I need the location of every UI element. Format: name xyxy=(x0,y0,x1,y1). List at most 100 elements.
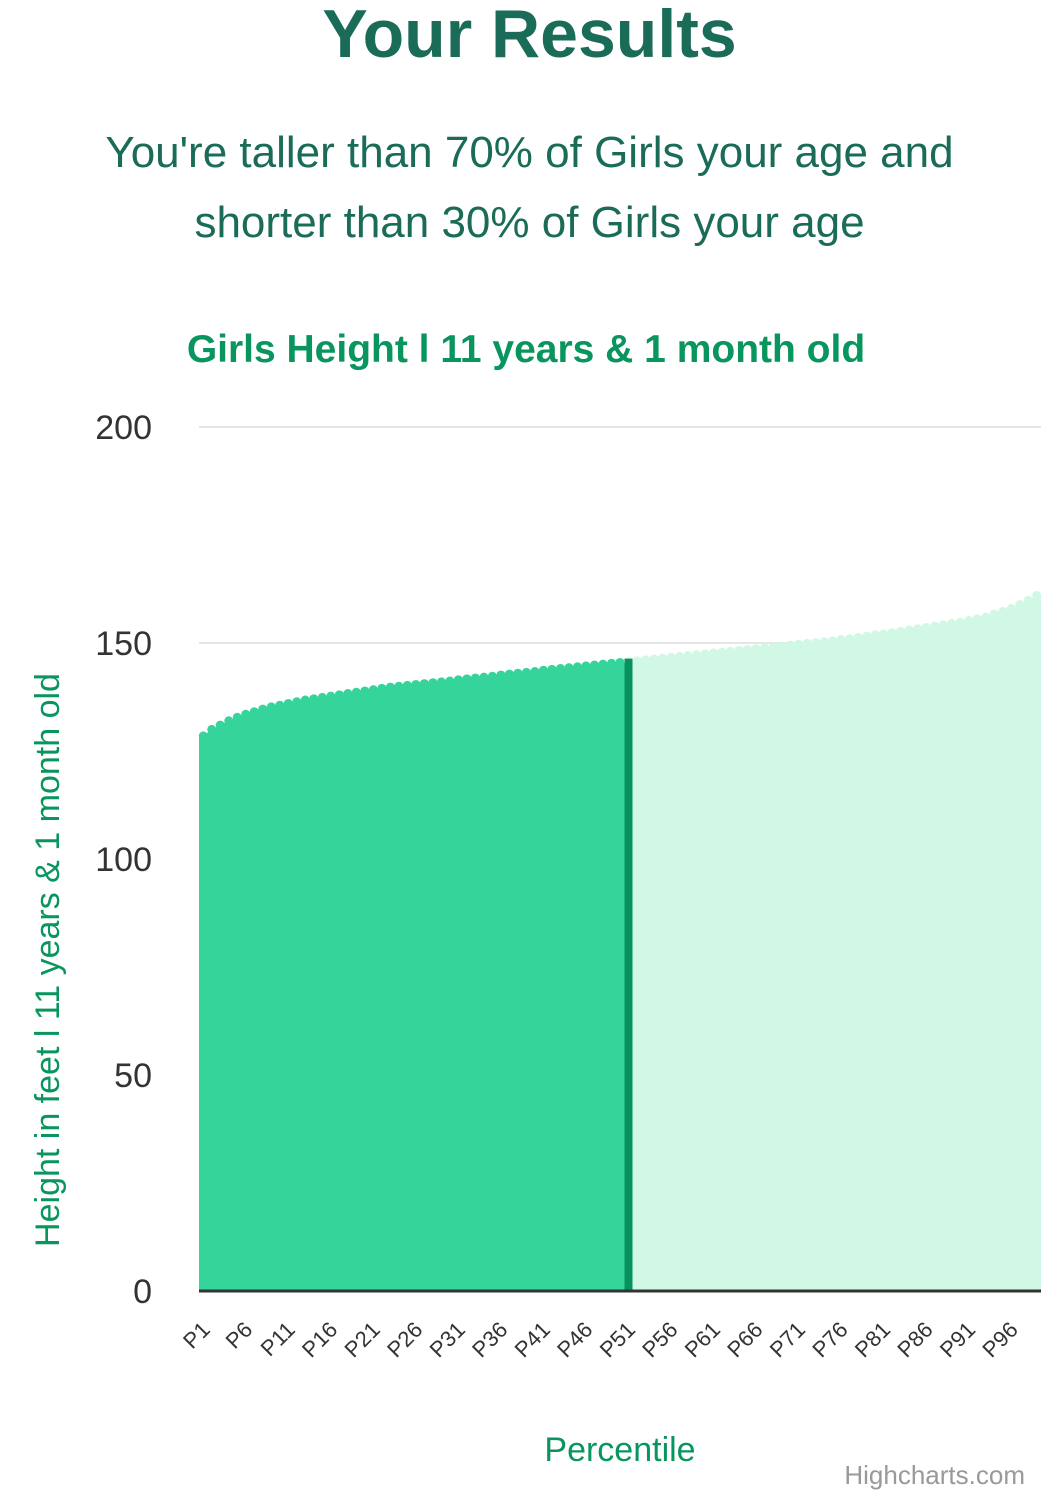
data-point xyxy=(470,673,480,683)
x-tick-label: P51 xyxy=(595,1317,640,1362)
data-point xyxy=(487,671,497,681)
data-point xyxy=(777,641,787,651)
data-point xyxy=(275,700,285,710)
data-point xyxy=(913,624,923,634)
data-point xyxy=(232,712,242,722)
y-axis-label: Height in feet l 11 years & 1 month old xyxy=(29,673,67,1247)
data-point xyxy=(258,704,268,714)
height-percentile-chart: Girls Height l 11 years & 1 month old 0 5… xyxy=(29,328,1042,1490)
x-tick-label: P61 xyxy=(680,1317,725,1362)
data-point xyxy=(411,679,421,689)
plot-area xyxy=(198,590,1042,1293)
data-point xyxy=(904,625,914,635)
x-tick-label: P86 xyxy=(892,1317,937,1362)
data-point xyxy=(598,659,608,669)
data-point xyxy=(538,665,548,675)
data-point xyxy=(479,672,489,682)
data-point xyxy=(496,670,506,680)
data-point xyxy=(360,686,370,696)
data-point xyxy=(675,651,685,661)
data-point xyxy=(717,647,727,657)
x-tick-label: P6 xyxy=(221,1317,258,1354)
data-point xyxy=(547,664,557,674)
x-tick-label: P56 xyxy=(637,1317,682,1362)
data-point xyxy=(368,685,378,695)
data-point xyxy=(955,617,965,627)
data-point xyxy=(734,645,744,655)
data-point xyxy=(887,628,897,638)
data-point xyxy=(760,643,770,653)
data-point xyxy=(564,663,574,673)
data-point xyxy=(513,668,523,678)
data-point xyxy=(692,650,702,660)
data-point xyxy=(215,720,225,730)
y-tick-label: 200 xyxy=(95,409,152,447)
y-tick-label: 0 xyxy=(133,1273,152,1311)
data-point xyxy=(504,669,514,679)
data-point xyxy=(606,658,616,668)
data-point xyxy=(266,702,276,712)
data-point xyxy=(343,689,353,699)
x-tick-label: P41 xyxy=(510,1317,555,1362)
data-point xyxy=(794,639,804,649)
data-point xyxy=(589,660,599,670)
y-tick-label: 100 xyxy=(95,841,152,879)
x-tick-label: P66 xyxy=(722,1317,767,1362)
x-tick-label: P36 xyxy=(467,1317,512,1362)
data-point xyxy=(938,620,948,630)
data-point xyxy=(964,616,974,626)
summary-line-1: You're taller than 70% of Girls your age… xyxy=(105,128,954,177)
data-point xyxy=(334,690,344,700)
chart-title: Girls Height l 11 years & 1 month old xyxy=(187,328,865,371)
data-point xyxy=(300,695,310,705)
data-point xyxy=(445,676,455,686)
data-point xyxy=(930,621,940,631)
x-tick-label: P81 xyxy=(850,1317,895,1362)
data-point xyxy=(453,675,463,685)
data-point xyxy=(743,644,753,654)
data-point xyxy=(836,635,846,645)
data-point xyxy=(581,661,591,671)
data-point xyxy=(726,646,736,656)
data-point xyxy=(292,697,302,707)
data-point xyxy=(351,687,361,697)
data-point xyxy=(802,638,812,648)
data-point xyxy=(572,662,582,672)
data-point xyxy=(879,629,889,639)
data-point xyxy=(385,682,395,692)
data-point xyxy=(751,644,761,654)
data-point xyxy=(666,652,676,662)
data-point xyxy=(811,638,821,648)
data-point xyxy=(896,626,906,636)
x-tick-label: P16 xyxy=(297,1317,342,1362)
data-point xyxy=(402,680,412,690)
data-point xyxy=(419,679,429,689)
data-point xyxy=(853,632,863,642)
data-point xyxy=(819,637,829,647)
data-point xyxy=(700,649,710,659)
data-point xyxy=(615,657,625,667)
x-tick-label: P21 xyxy=(340,1317,385,1362)
data-point xyxy=(377,683,387,693)
data-point xyxy=(309,694,319,704)
x-tick-label: P1 xyxy=(178,1317,215,1354)
data-point xyxy=(1032,590,1042,600)
x-tick-label: P11 xyxy=(256,1317,300,1361)
x-axis-label: Percentile xyxy=(544,1431,695,1469)
data-point xyxy=(632,656,642,666)
data-point xyxy=(972,614,982,624)
data-point xyxy=(241,709,251,719)
credits-link[interactable]: Highcharts.com xyxy=(844,1460,1025,1490)
data-point xyxy=(198,731,208,741)
data-point xyxy=(768,642,778,652)
data-point xyxy=(207,724,217,734)
data-point xyxy=(317,692,327,702)
data-point xyxy=(1015,600,1025,610)
data-point xyxy=(981,612,991,622)
data-point xyxy=(862,631,872,641)
data-point xyxy=(998,606,1008,616)
data-point xyxy=(1006,603,1016,613)
y-axis-tick-labels: 0 50 100 150 200 xyxy=(95,409,152,1311)
x-axis-tick-labels: P1 P6P11P16P21P26P31P36P41P46P51P56P61P66… xyxy=(178,1317,1023,1362)
data-point xyxy=(709,648,719,658)
